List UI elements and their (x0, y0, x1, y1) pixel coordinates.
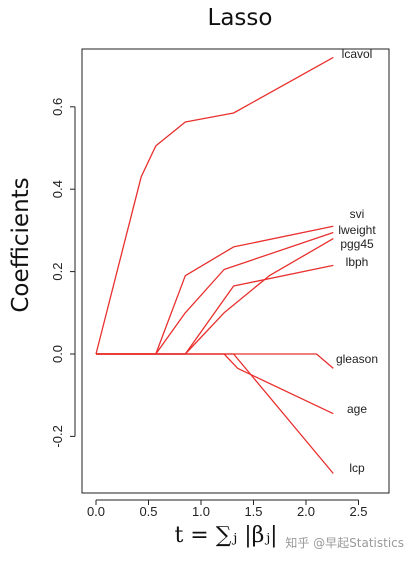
series-label-lcp: lcp (349, 461, 365, 475)
coef-path-lcavol (95, 56, 334, 355)
coef-path-svi (96, 225, 334, 355)
chart-title: Lasso (208, 5, 273, 31)
x-tick-label: 2.0 (297, 504, 315, 519)
axes: 0.0 0.5 1.0 1.5 2.0 2.5 -0.2 0.0 0.2 0.4 0.6 (50, 98, 368, 519)
x-tick-label: 0.0 (87, 504, 105, 519)
series-label-lcavol: lcavol (342, 47, 373, 61)
y-tick-label: 0.0 (50, 345, 65, 363)
watermark: 知乎 @早起Statistics (285, 536, 404, 550)
coef-path-lcp (96, 353, 334, 474)
coef-path-lweight (96, 231, 334, 355)
y-axis-label: Coefficients (8, 177, 34, 312)
series-label-age: age (347, 402, 367, 416)
series-label-svi: svi (350, 207, 365, 221)
x-tick-label: 2.5 (349, 504, 367, 519)
x-tick-label: 1.0 (192, 504, 210, 519)
y-tick-label: -0.2 (50, 425, 65, 447)
series-label-lbph: lbph (346, 255, 369, 269)
plot-frame (81, 48, 390, 494)
x-tick-label: 0.5 (139, 504, 157, 519)
y-tick-label: 0.2 (50, 263, 65, 281)
x-axis-label: t = ∑ⱼ |βⱼ| (174, 523, 277, 548)
series-label-lweight: lweight (338, 223, 376, 237)
series-label-pgg45: pgg45 (340, 237, 374, 251)
coef-path-gleason (96, 353, 334, 369)
series-label-gleason: gleason (336, 352, 378, 366)
coef-path-lbph (96, 264, 334, 355)
y-tick-label: 0.6 (50, 98, 65, 116)
coefficient-paths (95, 56, 334, 474)
coef-path-age (96, 353, 334, 415)
x-tick-label: 1.5 (244, 504, 262, 519)
y-tick-label: 0.4 (50, 180, 65, 198)
coef-path-pgg45 (96, 238, 334, 355)
